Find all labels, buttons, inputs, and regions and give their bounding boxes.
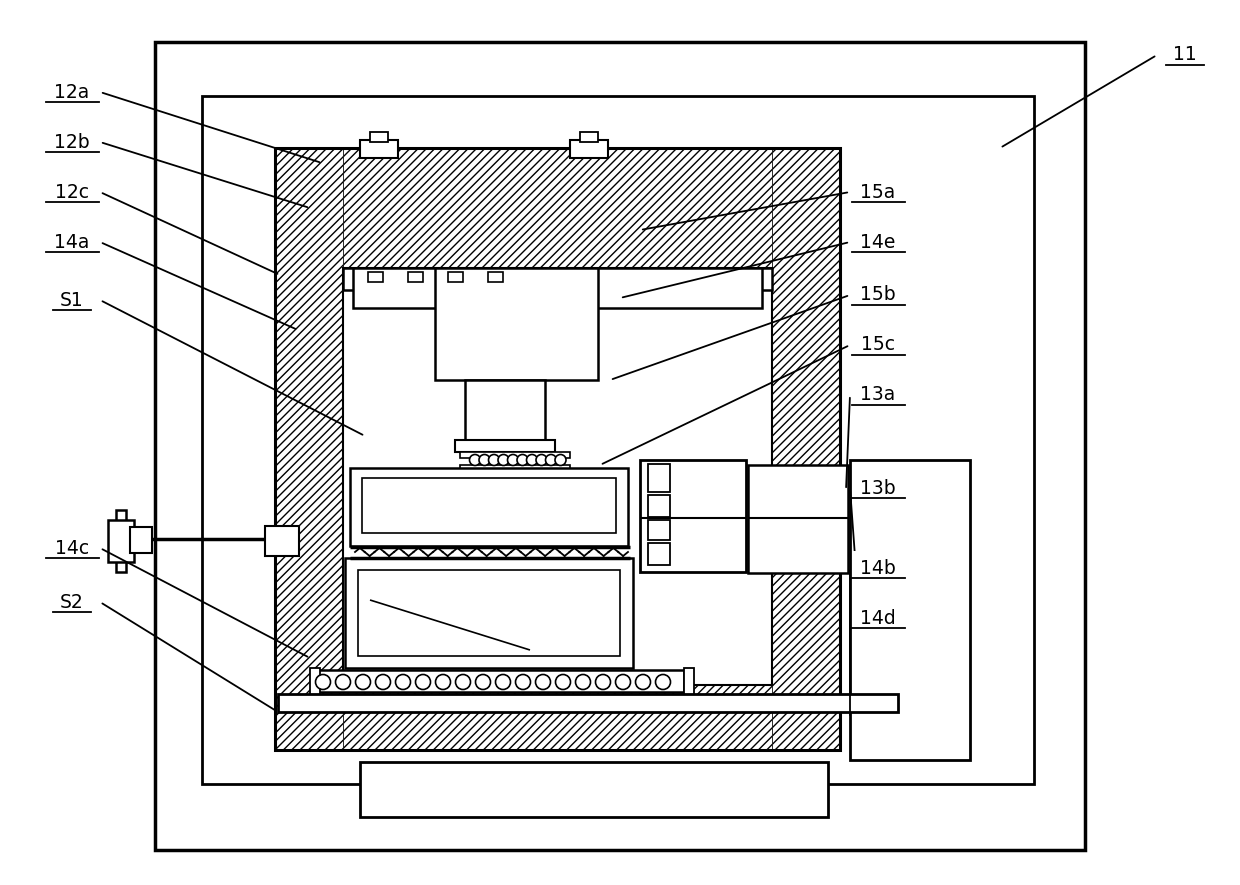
Text: 15a: 15a (861, 182, 895, 202)
Bar (362, 478, 616, 533)
Bar (465, 380, 546, 440)
Bar (350, 468, 627, 546)
Circle shape (517, 455, 528, 466)
Circle shape (516, 674, 531, 689)
Text: 15c: 15c (861, 335, 895, 355)
Bar (278, 694, 898, 712)
Circle shape (536, 674, 551, 689)
Circle shape (527, 455, 537, 466)
Bar (130, 527, 153, 553)
Bar (684, 668, 694, 694)
Circle shape (546, 455, 557, 466)
Bar (265, 526, 299, 556)
Circle shape (336, 674, 351, 689)
Bar (345, 558, 632, 668)
Circle shape (656, 674, 671, 689)
Bar (649, 543, 670, 565)
Text: 14e: 14e (861, 233, 895, 251)
Bar (649, 520, 670, 540)
Circle shape (556, 674, 570, 689)
Circle shape (507, 455, 518, 466)
Bar (310, 668, 320, 694)
Circle shape (536, 455, 547, 466)
Bar (448, 272, 463, 282)
Circle shape (635, 674, 651, 689)
Bar (460, 451, 570, 458)
Bar (275, 148, 839, 750)
Bar (435, 268, 598, 380)
Bar (343, 148, 773, 268)
Bar (343, 268, 773, 290)
Circle shape (489, 455, 500, 466)
Text: S2: S2 (60, 592, 84, 612)
Bar (343, 268, 773, 685)
Text: 12a: 12a (55, 82, 89, 102)
Circle shape (615, 674, 630, 689)
Text: 14d: 14d (861, 609, 895, 627)
Circle shape (435, 674, 450, 689)
Text: 14c: 14c (55, 538, 89, 558)
Bar (202, 96, 1034, 784)
Bar (460, 465, 570, 471)
Circle shape (470, 455, 481, 466)
Bar (849, 460, 970, 760)
Bar (108, 520, 134, 562)
Bar (358, 570, 620, 656)
Circle shape (575, 674, 590, 689)
Bar (155, 42, 1085, 850)
Text: 13b: 13b (861, 479, 895, 497)
Circle shape (415, 674, 430, 689)
Bar (570, 140, 608, 158)
Circle shape (376, 674, 391, 689)
Bar (649, 495, 670, 517)
Circle shape (496, 674, 511, 689)
Text: 12b: 12b (55, 133, 89, 151)
Text: 12c: 12c (55, 182, 89, 202)
Circle shape (556, 455, 565, 466)
Circle shape (356, 674, 371, 689)
Bar (748, 465, 848, 573)
Bar (360, 140, 398, 158)
Bar (455, 440, 556, 452)
Bar (489, 272, 503, 282)
Text: 14a: 14a (55, 233, 89, 251)
Text: 13a: 13a (861, 386, 895, 404)
Bar (649, 464, 670, 492)
Bar (117, 510, 126, 572)
Circle shape (595, 674, 610, 689)
Bar (343, 685, 773, 750)
Circle shape (396, 674, 410, 689)
Bar (353, 268, 763, 308)
Text: 15b: 15b (861, 286, 895, 304)
Circle shape (498, 455, 508, 466)
Circle shape (479, 455, 490, 466)
Text: S1: S1 (60, 290, 84, 310)
Bar (360, 762, 828, 817)
Text: 11: 11 (1173, 45, 1197, 65)
Bar (368, 272, 383, 282)
Circle shape (455, 674, 470, 689)
Circle shape (475, 674, 491, 689)
Bar (370, 132, 388, 142)
Circle shape (315, 674, 331, 689)
Bar (580, 132, 598, 142)
Bar (314, 670, 684, 692)
Text: 14b: 14b (861, 558, 895, 578)
Bar (773, 148, 839, 750)
Bar (408, 272, 423, 282)
Bar (640, 460, 746, 572)
Bar (275, 148, 343, 750)
